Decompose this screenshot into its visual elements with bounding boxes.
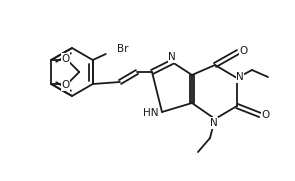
Text: N: N	[236, 72, 244, 82]
Text: O: O	[61, 54, 69, 64]
Text: O: O	[262, 110, 270, 120]
Text: N: N	[210, 118, 218, 128]
Text: O: O	[61, 80, 69, 90]
Text: Br: Br	[117, 44, 128, 54]
Text: N: N	[168, 52, 176, 62]
Text: HN: HN	[142, 108, 158, 118]
Text: O: O	[240, 46, 248, 56]
